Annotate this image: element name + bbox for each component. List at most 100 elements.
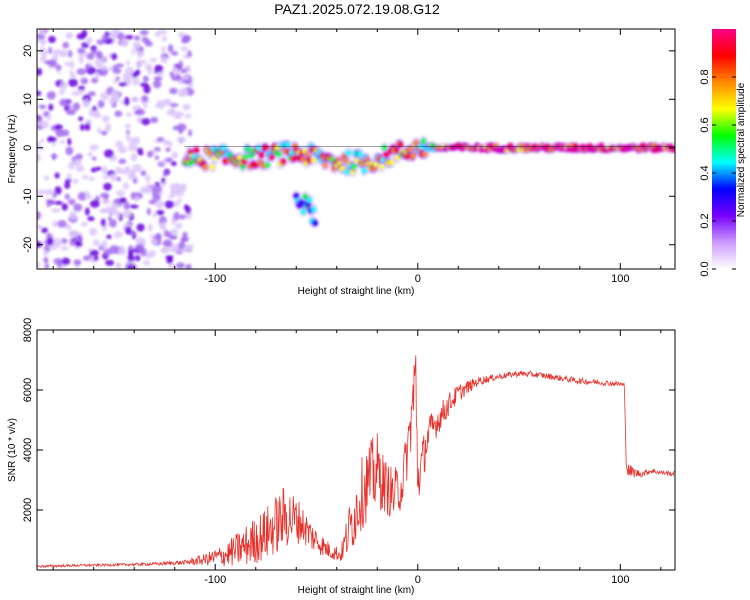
noise-blob — [141, 95, 149, 102]
noise-blob — [59, 81, 68, 91]
carrier-core — [379, 164, 385, 170]
noise-blob — [150, 116, 159, 124]
noise-blob — [114, 110, 123, 117]
colorbar-ticks: 0.0 0.2 0.4 0.6 0.8 — [699, 69, 736, 277]
noise-blob — [133, 110, 142, 115]
snr-x-tick-label: 100 — [611, 574, 629, 586]
noise-blob — [124, 226, 132, 235]
noise-blob — [61, 257, 71, 266]
noise-blob — [148, 250, 157, 258]
noise-blob — [156, 209, 165, 216]
noise-blob — [69, 70, 74, 76]
noise-blob — [118, 82, 128, 87]
noise-blob — [86, 36, 93, 45]
carrier-core — [306, 197, 312, 203]
noise-blob — [166, 141, 173, 147]
noise-blob — [160, 159, 167, 165]
noise-blob — [132, 41, 141, 50]
noise-blob — [140, 117, 151, 126]
noise-blob — [116, 189, 126, 197]
noise-blob — [178, 214, 186, 220]
noise-blob — [134, 255, 141, 262]
noise-blob — [87, 216, 95, 222]
noise-blob — [171, 151, 178, 159]
carrier-core — [420, 138, 427, 144]
noise-blob — [181, 185, 187, 193]
noise-blob — [147, 66, 153, 75]
spectrogram-x-tick-label: -100 — [204, 273, 226, 285]
colorbar-scale — [712, 29, 736, 269]
noise-blob — [132, 164, 143, 173]
noise-blob — [84, 207, 90, 216]
noise-blob — [53, 258, 63, 265]
noise-blob — [173, 69, 180, 74]
noise-blob — [132, 77, 140, 86]
noise-blob — [154, 102, 162, 108]
noise-blob — [81, 29, 88, 38]
spectrogram-x-axis-label: Height of straight line (km) — [298, 286, 415, 297]
noise-blob — [167, 194, 176, 199]
noise-blob — [40, 39, 47, 44]
noise-blob — [175, 222, 183, 229]
noise-blob — [161, 177, 166, 184]
noise-blob — [94, 71, 100, 80]
noise-blob — [135, 60, 143, 68]
noise-blob — [122, 209, 132, 218]
noise-blob — [183, 244, 192, 253]
noise-blob — [152, 184, 163, 193]
noise-blob — [175, 200, 180, 207]
noise-blob — [86, 52, 95, 60]
spectrogram-y-tick-label: -20 — [22, 237, 34, 253]
carrier-core — [284, 141, 291, 148]
noise-blob — [85, 191, 90, 199]
noise-blob — [101, 199, 111, 205]
noise-blob — [180, 237, 186, 244]
noise-blob — [103, 149, 114, 158]
noise-blob — [182, 231, 188, 239]
noise-blob — [115, 76, 121, 81]
noise-blob — [182, 79, 192, 85]
noise-blob — [46, 199, 55, 204]
noise-blob — [108, 65, 114, 72]
carrier-core — [422, 151, 428, 158]
noise-blob — [108, 219, 117, 228]
noise-blob — [105, 259, 115, 266]
noise-blob — [77, 191, 88, 201]
noise-blob — [176, 136, 187, 143]
carrier-core — [670, 147, 675, 153]
noise-blob — [163, 100, 172, 106]
noise-blob — [117, 247, 127, 256]
noise-blob — [61, 203, 68, 211]
snr-y-tick-label: 4000 — [22, 438, 34, 462]
noise-blob — [185, 87, 195, 96]
noise-blob — [90, 50, 97, 55]
noise-blob — [62, 41, 70, 49]
snr-panel: -100 0 100 2000 4000 6000 8000 Height of stra… — [7, 318, 676, 596]
noise-blob — [180, 68, 187, 74]
colorbar-tick-label: 0.4 — [699, 165, 711, 180]
noise-blob — [39, 138, 45, 143]
noise-blob — [125, 123, 131, 129]
noise-blob — [38, 104, 47, 110]
noise-blob — [126, 112, 132, 118]
noise-blob — [139, 82, 149, 87]
noise-blob — [125, 131, 131, 141]
noise-blob — [64, 61, 71, 67]
noise-blob — [103, 182, 112, 191]
noise-blob — [122, 72, 133, 82]
noise-blob — [71, 90, 81, 97]
noise-blob — [178, 87, 189, 96]
noise-blob — [57, 219, 67, 228]
noise-blob — [154, 64, 164, 73]
noise-blob — [142, 75, 149, 83]
noise-blob — [118, 158, 127, 165]
noise-blob — [100, 130, 108, 136]
noise-blob — [162, 239, 173, 248]
carrier-core — [381, 144, 388, 151]
snr-x-tick-label: 0 — [415, 574, 421, 586]
noise-blob — [68, 198, 76, 205]
noise-blob — [183, 204, 189, 211]
noise-blob — [126, 59, 131, 66]
noise-blob — [66, 173, 72, 180]
